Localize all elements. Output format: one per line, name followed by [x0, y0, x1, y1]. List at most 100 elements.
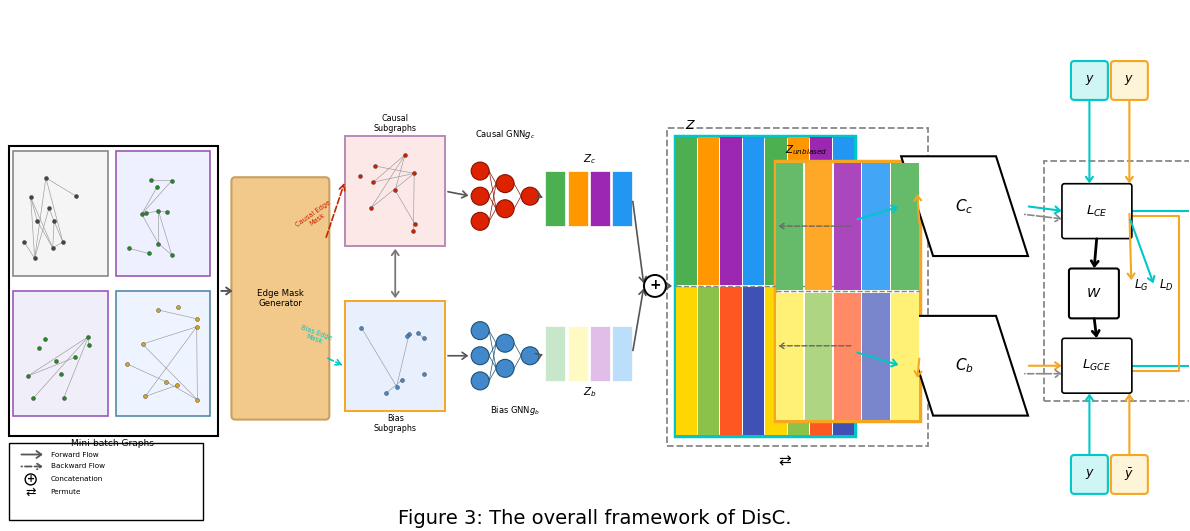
Point	[132, 210, 151, 218]
Bar	[891, 163, 919, 290]
Text: Bias Edge
Mask: Bias Edge Mask	[298, 324, 333, 348]
Point	[387, 382, 406, 391]
Bar	[720, 287, 741, 435]
Bar	[347, 139, 443, 244]
Circle shape	[496, 359, 514, 378]
Point	[364, 178, 383, 186]
Text: Figure 3: The overall framework of DisC.: Figure 3: The overall framework of DisC.	[399, 509, 791, 528]
Text: Bias
Subgraphs: Bias Subgraphs	[374, 414, 416, 433]
Point	[168, 381, 187, 389]
Text: $C_c$: $C_c$	[956, 197, 973, 216]
Point	[118, 360, 137, 369]
Bar	[765, 287, 787, 435]
Point	[162, 251, 181, 259]
Circle shape	[471, 187, 489, 205]
Point	[188, 396, 207, 404]
Circle shape	[644, 275, 666, 297]
Bar	[810, 138, 832, 285]
Bar	[863, 293, 890, 420]
Text: $W$: $W$	[1086, 287, 1102, 300]
Bar	[804, 293, 832, 420]
Point	[157, 378, 176, 386]
Point	[148, 182, 167, 191]
Bar	[613, 171, 632, 226]
Point	[142, 176, 161, 184]
Bar	[804, 163, 832, 290]
Point	[14, 237, 33, 246]
Bar	[863, 163, 890, 290]
Point	[65, 353, 84, 362]
Text: $Z_{unbiased}$: $Z_{unbiased}$	[784, 143, 827, 157]
Point	[54, 238, 73, 246]
Bar	[891, 293, 919, 420]
Bar	[676, 287, 697, 435]
FancyBboxPatch shape	[231, 177, 330, 419]
Bar	[776, 293, 803, 420]
Point	[365, 162, 384, 170]
Bar	[1045, 161, 1190, 401]
Bar	[666, 129, 928, 446]
Point	[149, 306, 168, 314]
Text: +: +	[649, 278, 660, 292]
Bar	[788, 287, 809, 435]
Bar	[345, 136, 445, 246]
Bar	[8, 442, 203, 520]
Bar	[833, 163, 862, 290]
Bar	[699, 287, 719, 435]
Circle shape	[521, 347, 539, 365]
Point	[188, 315, 207, 323]
Text: $y$: $y$	[1125, 73, 1134, 88]
Point	[395, 150, 414, 159]
Bar	[720, 138, 741, 285]
Bar	[8, 147, 219, 435]
Point	[149, 207, 168, 215]
Bar	[545, 326, 565, 381]
Circle shape	[521, 187, 539, 205]
Point	[30, 344, 49, 352]
Bar	[590, 171, 610, 226]
Bar	[115, 151, 211, 276]
Bar	[13, 291, 107, 416]
Text: Forward Flow: Forward Flow	[51, 451, 99, 458]
Point	[119, 244, 138, 253]
Text: Backward Flow: Backward Flow	[51, 464, 105, 469]
Bar	[833, 287, 854, 435]
FancyBboxPatch shape	[1069, 269, 1119, 319]
Point	[24, 394, 43, 402]
Point	[55, 393, 74, 402]
Point	[46, 357, 65, 365]
Bar	[115, 291, 211, 416]
Bar	[833, 138, 854, 285]
Point	[362, 204, 381, 212]
Point	[80, 340, 99, 349]
Circle shape	[471, 162, 489, 180]
Bar	[347, 303, 443, 409]
FancyBboxPatch shape	[1071, 61, 1108, 100]
Bar	[568, 171, 588, 226]
Point	[408, 329, 427, 337]
Point	[36, 335, 55, 344]
Bar	[810, 287, 832, 435]
Polygon shape	[901, 156, 1028, 256]
Point	[29, 217, 48, 226]
Point	[136, 392, 155, 401]
Point	[393, 376, 412, 384]
FancyBboxPatch shape	[1061, 338, 1132, 393]
Point	[67, 192, 86, 200]
Bar	[568, 326, 588, 381]
Text: $Z_c$: $Z_c$	[583, 152, 596, 166]
Bar	[699, 138, 719, 285]
Circle shape	[471, 322, 489, 340]
Point	[386, 186, 405, 194]
Circle shape	[496, 334, 514, 352]
Point	[18, 372, 37, 380]
Text: $\bar{y}$: $\bar{y}$	[1125, 466, 1134, 483]
Circle shape	[471, 347, 489, 365]
Point	[137, 209, 156, 217]
Bar	[788, 138, 809, 285]
Text: $Z$: $Z$	[685, 119, 696, 132]
Point	[169, 303, 188, 312]
Polygon shape	[901, 316, 1028, 416]
Point	[377, 389, 396, 397]
Text: $y$: $y$	[1084, 467, 1095, 482]
